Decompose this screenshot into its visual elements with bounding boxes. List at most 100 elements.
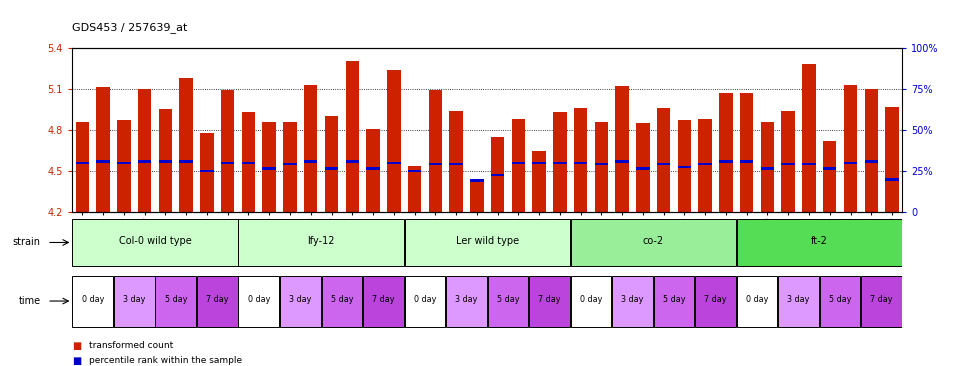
Bar <box>283 122 297 212</box>
Bar <box>96 87 109 212</box>
Text: strain: strain <box>12 238 41 247</box>
Bar <box>304 160 318 163</box>
Bar <box>363 276 404 326</box>
Bar <box>529 276 570 326</box>
Text: 3 day: 3 day <box>787 295 810 305</box>
Text: 3 day: 3 day <box>123 295 146 305</box>
Bar <box>615 160 629 163</box>
Bar <box>470 179 484 182</box>
Bar <box>387 162 400 164</box>
Bar <box>553 112 566 212</box>
Bar <box>803 64 816 212</box>
Text: 0 day: 0 day <box>746 295 768 305</box>
Bar <box>404 219 570 266</box>
Text: 3 day: 3 day <box>289 295 312 305</box>
Text: ft-2: ft-2 <box>811 236 828 246</box>
Bar <box>736 276 778 326</box>
Bar <box>201 170 214 172</box>
Bar <box>594 163 608 165</box>
Text: 5 day: 5 day <box>164 295 187 305</box>
Bar <box>823 167 836 169</box>
Bar <box>636 167 650 169</box>
Bar <box>428 163 442 165</box>
Bar <box>76 162 89 164</box>
Bar <box>533 150 546 212</box>
Bar <box>657 108 670 212</box>
Bar <box>76 122 89 212</box>
Bar <box>117 162 131 164</box>
Bar <box>117 120 131 212</box>
Bar <box>446 276 487 326</box>
Bar <box>346 160 359 163</box>
Bar <box>408 165 421 212</box>
Bar <box>695 276 736 326</box>
Bar <box>488 276 528 326</box>
Text: 0 day: 0 day <box>82 295 104 305</box>
Bar <box>180 160 193 163</box>
Bar <box>449 163 463 165</box>
Bar <box>760 122 774 212</box>
Bar <box>844 85 857 212</box>
Bar <box>201 132 214 212</box>
Bar <box>740 93 754 212</box>
Bar <box>138 160 152 163</box>
Bar <box>636 123 650 212</box>
Text: 0 day: 0 day <box>248 295 270 305</box>
Bar <box>865 89 878 212</box>
Bar <box>574 108 588 212</box>
Bar <box>779 276 819 326</box>
Text: 3 day: 3 day <box>621 295 644 305</box>
Bar <box>491 137 504 212</box>
Text: 5 day: 5 day <box>828 295 852 305</box>
Text: lfy-12: lfy-12 <box>307 236 335 246</box>
Text: Ler wild type: Ler wild type <box>456 236 518 246</box>
Bar <box>736 219 902 266</box>
Bar <box>844 162 857 164</box>
Bar <box>760 167 774 169</box>
Bar <box>719 93 732 212</box>
Text: ■: ■ <box>72 355 82 366</box>
Bar <box>262 122 276 212</box>
Bar <box>158 109 172 212</box>
Text: GDS453 / 257639_at: GDS453 / 257639_at <box>72 22 187 33</box>
Bar <box>158 160 172 163</box>
Bar <box>408 170 421 172</box>
Bar <box>449 111 463 212</box>
Bar <box>138 89 152 212</box>
Bar <box>367 167 380 169</box>
Bar <box>404 276 445 326</box>
Bar <box>180 78 193 212</box>
Text: Col-0 wild type: Col-0 wild type <box>119 236 191 246</box>
Bar <box>283 163 297 165</box>
Bar <box>803 163 816 165</box>
Bar <box>324 116 338 212</box>
Text: 5 day: 5 day <box>330 295 353 305</box>
Bar <box>612 276 653 326</box>
Text: 7 day: 7 day <box>871 295 893 305</box>
Bar <box>678 120 691 212</box>
Bar <box>781 111 795 212</box>
Text: 5 day: 5 day <box>496 295 519 305</box>
Bar <box>719 160 732 163</box>
Bar <box>428 90 442 212</box>
Bar <box>324 167 338 169</box>
Bar <box>615 86 629 212</box>
Bar <box>72 276 113 326</box>
Bar <box>823 141 836 212</box>
Bar <box>96 160 109 163</box>
Text: co-2: co-2 <box>642 236 664 246</box>
Bar <box>885 107 899 212</box>
Bar <box>156 276 196 326</box>
Bar <box>221 90 234 212</box>
Bar <box>197 276 238 326</box>
Bar <box>114 276 155 326</box>
Bar <box>387 70 400 212</box>
Text: 5 day: 5 day <box>662 295 685 305</box>
Text: 0 day: 0 day <box>580 295 602 305</box>
Text: 7 day: 7 day <box>206 295 228 305</box>
Bar <box>238 276 279 326</box>
Bar <box>346 61 359 212</box>
Text: 7 day: 7 day <box>705 295 727 305</box>
Text: transformed count: transformed count <box>89 341 174 350</box>
Bar <box>861 276 902 326</box>
